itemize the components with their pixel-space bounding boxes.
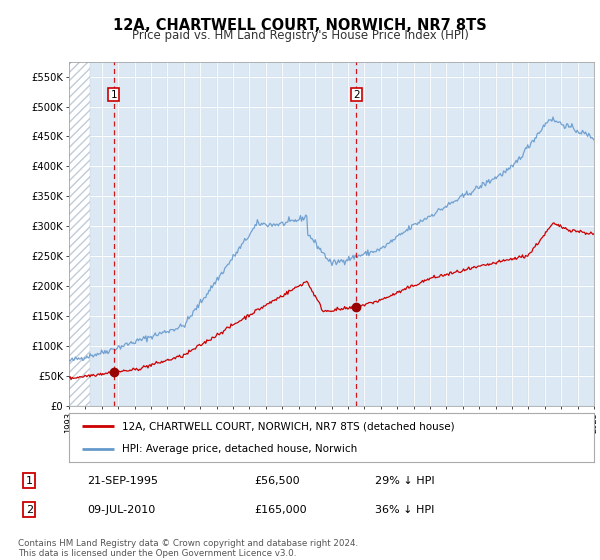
Text: Contains HM Land Registry data © Crown copyright and database right 2024.
This d: Contains HM Land Registry data © Crown c… — [18, 539, 358, 558]
Text: HPI: Average price, detached house, Norwich: HPI: Average price, detached house, Norw… — [121, 444, 357, 454]
Text: 2: 2 — [353, 90, 360, 100]
Text: 21-SEP-1995: 21-SEP-1995 — [87, 475, 158, 486]
Text: 36% ↓ HPI: 36% ↓ HPI — [375, 505, 434, 515]
Text: 2: 2 — [26, 505, 33, 515]
Text: £165,000: £165,000 — [254, 505, 307, 515]
Polygon shape — [69, 62, 91, 406]
Text: 1: 1 — [110, 90, 117, 100]
Text: 09-JUL-2010: 09-JUL-2010 — [87, 505, 155, 515]
Text: £56,500: £56,500 — [254, 475, 299, 486]
Text: 12A, CHARTWELL COURT, NORWICH, NR7 8TS (detached house): 12A, CHARTWELL COURT, NORWICH, NR7 8TS (… — [121, 421, 454, 431]
Text: Price paid vs. HM Land Registry's House Price Index (HPI): Price paid vs. HM Land Registry's House … — [131, 29, 469, 42]
Text: 12A, CHARTWELL COURT, NORWICH, NR7 8TS: 12A, CHARTWELL COURT, NORWICH, NR7 8TS — [113, 18, 487, 33]
Text: 29% ↓ HPI: 29% ↓ HPI — [375, 475, 434, 486]
Text: 1: 1 — [26, 475, 33, 486]
